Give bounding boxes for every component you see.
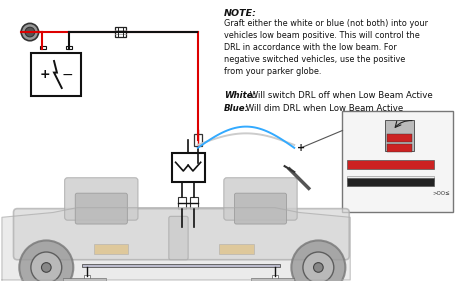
Bar [387,144,412,152]
Text: Blue:: Blue: [224,104,249,114]
Bar [82,264,280,267]
Circle shape [21,23,38,41]
Bar [31,53,81,96]
Bar [387,134,412,142]
Bar [65,45,73,49]
Text: +: + [40,68,51,81]
Bar [347,178,434,186]
Bar [84,275,90,280]
Bar [194,134,201,146]
Circle shape [313,263,323,272]
Bar [343,111,454,212]
Circle shape [19,241,73,286]
Text: Will dim DRL when Low Beam Active: Will dim DRL when Low Beam Active [243,104,403,114]
FancyBboxPatch shape [75,193,128,224]
Bar [251,278,294,281]
Text: +: + [297,143,305,153]
Circle shape [31,252,62,283]
Bar [190,197,198,208]
Text: White:: White: [224,91,256,100]
FancyBboxPatch shape [13,208,349,260]
FancyBboxPatch shape [169,216,188,260]
Bar [63,278,106,281]
Bar [39,45,46,49]
Bar [115,27,127,37]
Text: Will switch DRL off when Low Beam Active: Will switch DRL off when Low Beam Active [247,91,433,100]
Bar [272,275,278,280]
Circle shape [303,252,334,283]
Circle shape [42,263,51,272]
Bar [179,197,186,208]
Bar [172,153,204,182]
FancyBboxPatch shape [64,178,138,220]
Circle shape [25,27,35,37]
FancyBboxPatch shape [385,120,414,151]
Text: >OO≤: >OO≤ [433,191,451,196]
Circle shape [292,241,346,286]
Text: NOTE:: NOTE: [224,9,257,18]
Bar [347,176,434,181]
Polygon shape [2,208,350,280]
Text: Graft either the white or blue (not both) into your
vehicles low beam positive. : Graft either the white or blue (not both… [224,19,428,76]
FancyBboxPatch shape [224,178,297,220]
Text: −: − [62,67,73,82]
Bar [347,160,434,169]
FancyBboxPatch shape [235,193,286,224]
Bar [219,244,254,254]
Bar [93,244,128,254]
